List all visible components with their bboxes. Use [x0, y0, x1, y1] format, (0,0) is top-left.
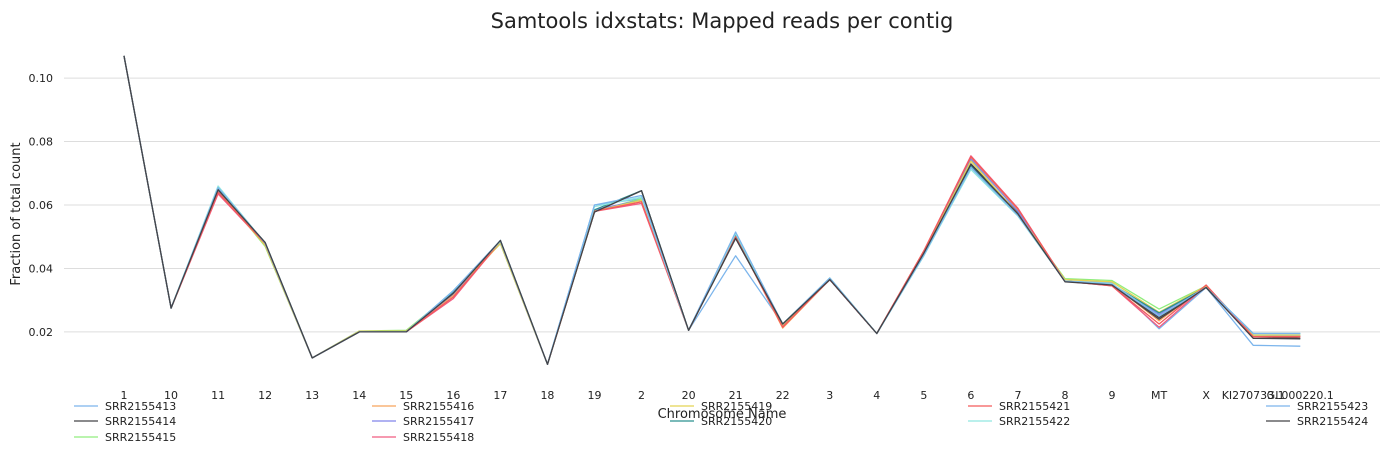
x-tick-label: 15	[399, 389, 413, 402]
legend-label: SRR2155413	[105, 400, 176, 413]
legend-item[interactable]: SRR2155419	[670, 400, 772, 413]
legend-item[interactable]: SRR2155423	[1266, 400, 1368, 413]
x-tick-label: MT	[1151, 389, 1167, 402]
x-axis-label: Chromosome Name	[658, 407, 787, 422]
chart-title: Samtools idxstats: Mapped reads per cont…	[491, 9, 954, 33]
series-line	[123, 55, 1301, 365]
y-tick-label: 0.08	[29, 136, 54, 149]
x-tick-label: GL000220.1	[1267, 389, 1334, 402]
legend-item[interactable]: SRR2155414	[74, 415, 176, 428]
legend-item[interactable]: SRR2155418	[372, 431, 474, 444]
y-tick-label: 0.02	[29, 326, 54, 339]
x-tick-label: 19	[588, 389, 602, 402]
legend-item[interactable]: SRR2155422	[968, 415, 1070, 428]
x-tick-label: 16	[446, 389, 460, 402]
y-axis-ticks: 0.02 0.04 0.06 0.08 0.10	[29, 72, 54, 339]
x-tick-label: 5	[920, 389, 927, 402]
series-line	[123, 55, 1301, 365]
x-tick-label: 13	[305, 389, 319, 402]
legend-label: SRR2155422	[999, 415, 1070, 428]
legend-label: SRR2155417	[403, 415, 474, 428]
series-line	[123, 55, 1301, 365]
legend-item[interactable]: SRR2155413	[74, 400, 176, 413]
y-tick-label: 0.06	[29, 199, 54, 212]
legend-item[interactable]: SRR2155416	[372, 400, 474, 413]
x-tick-label: 17	[493, 389, 507, 402]
x-tick-label: 18	[540, 389, 554, 402]
legend-label: SRR2155419	[701, 400, 772, 413]
y-tick-label: 0.10	[29, 72, 54, 85]
x-tick-label: 8	[1062, 389, 1069, 402]
series-line	[123, 55, 1301, 365]
legend-label: SRR2155421	[999, 400, 1070, 413]
legend-label: SRR2155415	[105, 431, 176, 444]
series-line	[123, 55, 1301, 365]
x-tick-label: 6	[967, 389, 974, 402]
x-tick-label: 4	[873, 389, 880, 402]
x-tick-label: 12	[258, 389, 272, 402]
legend: SRR2155413 SRR2155414 SRR2155415 SRR2155416…	[74, 400, 1368, 444]
x-tick-label: 11	[211, 389, 225, 402]
series-line	[123, 55, 1301, 365]
x-tick-label: 2	[638, 389, 645, 402]
series-line	[123, 55, 1301, 365]
x-tick-label: 9	[1109, 389, 1116, 402]
legend-label: SRR2155424	[1297, 415, 1368, 428]
x-tick-label: 1	[121, 389, 128, 402]
legend-item[interactable]: SRR2155424	[1266, 415, 1368, 428]
x-tick-label: 21	[729, 389, 743, 402]
x-tick-label: X	[1202, 389, 1210, 402]
legend-label: SRR2155416	[403, 400, 474, 413]
series-line	[123, 55, 1301, 365]
x-tick-label: KI270733.1	[1222, 389, 1285, 402]
x-tick-label: 14	[352, 389, 366, 402]
grid-lines	[64, 77, 1380, 333]
x-tick-label: 20	[682, 389, 696, 402]
y-axis-label: Fraction of total count	[9, 142, 24, 285]
series-line	[123, 55, 1301, 365]
x-tick-label: 10	[164, 389, 178, 402]
legend-label: SRR2155420	[701, 415, 772, 428]
x-tick-label: 22	[776, 389, 790, 402]
legend-item[interactable]: SRR2155421	[968, 400, 1070, 413]
legend-label: SRR2155423	[1297, 400, 1368, 413]
series-line	[123, 55, 1301, 365]
legend-item[interactable]: SRR2155417	[372, 415, 474, 428]
series-line	[123, 55, 1301, 365]
legend-item[interactable]: SRR2155415	[74, 431, 176, 444]
series-line	[123, 55, 1301, 365]
series-lines	[123, 55, 1301, 365]
y-tick-label: 0.04	[29, 262, 54, 275]
legend-label: SRR2155414	[105, 415, 176, 428]
x-tick-label: 7	[1014, 389, 1021, 402]
legend-item[interactable]: SRR2155420	[670, 415, 772, 428]
legend-label: SRR2155418	[403, 431, 474, 444]
x-axis-ticks: 1 10 11 12 13 14 15 16 17 18 19 2 20 21 22 3 4 5 6 7 8 9 MT X KI…	[121, 389, 1334, 402]
x-tick-label: 3	[826, 389, 833, 402]
